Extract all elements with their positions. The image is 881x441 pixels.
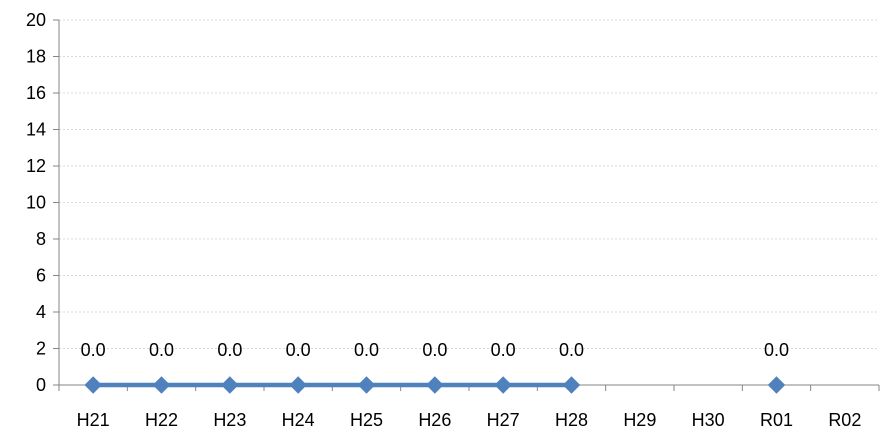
x-tick-label: H29 — [623, 410, 656, 430]
y-tick-label: 10 — [26, 193, 46, 213]
series — [84, 376, 786, 394]
data-point-marker — [426, 376, 444, 394]
data-point-marker — [767, 376, 786, 394]
data-label: 0.0 — [286, 340, 311, 360]
y-tick-label: 2 — [36, 339, 46, 359]
x-tick-label: H27 — [487, 410, 520, 430]
x-tick-label: R02 — [828, 410, 861, 430]
y-tick-label: 8 — [36, 229, 46, 249]
x-tick-label: H21 — [77, 410, 110, 430]
x-tick-label: H24 — [282, 410, 315, 430]
y-tick-label: 16 — [26, 83, 46, 103]
gridlines — [59, 19, 879, 349]
x-tick-label: H26 — [418, 410, 451, 430]
x-tick-label: H22 — [145, 410, 178, 430]
data-label: 0.0 — [354, 340, 379, 360]
data-point-marker — [221, 376, 239, 394]
y-tick-label: 20 — [26, 10, 46, 30]
data-point-marker — [357, 376, 376, 394]
y-tick-label: 18 — [26, 47, 46, 67]
y-tick-label: 4 — [36, 302, 46, 322]
data-label: 0.0 — [217, 340, 242, 360]
data-label: 0.0 — [764, 340, 789, 360]
data-label: 0.0 — [559, 340, 584, 360]
x-tick-label: H23 — [213, 410, 246, 430]
data-point-marker — [562, 376, 581, 394]
x-tick-label: H30 — [692, 410, 725, 430]
y-tick-label: 0 — [36, 375, 46, 395]
data-point-marker — [84, 376, 102, 394]
y-tick-label: 12 — [26, 156, 46, 176]
y-tick-label: 14 — [26, 120, 46, 140]
axes: 0 2 4 6 8 10 12 14 16 18 20 H21 H22 H23 H24 H25 H26 H27 H2… — [26, 10, 880, 430]
data-point-marker — [289, 376, 307, 394]
y-tick-label: 6 — [36, 266, 46, 286]
data-label: 0.0 — [81, 340, 106, 360]
data-label: 0.0 — [491, 340, 516, 360]
x-tick-label: H28 — [555, 410, 588, 430]
data-point-marker — [152, 376, 171, 394]
data-point-marker — [494, 376, 512, 394]
x-tick-label: R01 — [760, 410, 793, 430]
data-label: 0.0 — [149, 340, 174, 360]
x-tick-label: H25 — [350, 410, 383, 430]
labels: 0.0 0.0 0.0 0.0 0.0 0.0 0.0 0.0 0.0 — [81, 340, 789, 360]
data-label: 0.0 — [422, 340, 447, 360]
